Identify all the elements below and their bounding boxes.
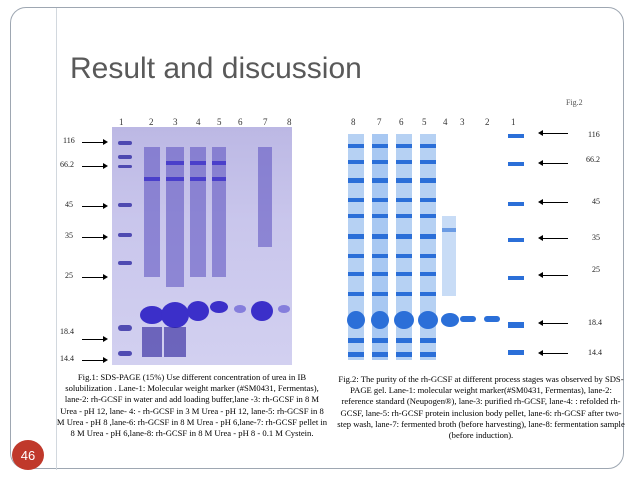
fig2-marker-label: 116 [588, 130, 600, 139]
fig1-marker-arrow [82, 163, 108, 169]
fig2-lane-number: 2 [485, 117, 490, 127]
fig1-marker-label: 45 [65, 200, 73, 209]
fig1-marker-label: 25 [65, 271, 73, 280]
fig1-marker-label: 18.4 [60, 327, 74, 336]
fig2-marker-arrow [538, 320, 568, 326]
fig1-lane-number: 5 [217, 117, 222, 127]
fig2-caption: Fig.2: The purity of the rh-GCSF at diff… [337, 374, 625, 441]
page-number-badge: 46 [12, 440, 44, 470]
fig1-marker-arrow [82, 203, 108, 209]
fig1-gel-image [112, 127, 292, 365]
fig1-marker-label: 116 [63, 136, 75, 145]
fig2-marker-arrow [538, 130, 568, 136]
fig1-lane-number: 7 [263, 117, 268, 127]
fig1-lane-number: 1 [119, 117, 124, 127]
fig1-marker-arrow [82, 139, 108, 145]
fig2-marker-label: 35 [592, 233, 600, 242]
slide-left-rule [56, 8, 57, 470]
fig1-lane-number: 6 [238, 117, 243, 127]
fig2-marker-label: 45 [592, 197, 600, 206]
fig2-lane-number: 1 [511, 117, 516, 127]
fig2-marker-label: 18.4 [588, 318, 602, 327]
fig1-marker-label: 66.2 [60, 160, 74, 169]
fig1-lane-number: 8 [287, 117, 292, 127]
fig2-lane-number: 4 [443, 117, 448, 127]
fig1-lane-number: 3 [173, 117, 178, 127]
fig2-lane-number: 6 [399, 117, 404, 127]
fig1-marker-arrow [82, 357, 108, 363]
fig1-marker-arrow [82, 234, 108, 240]
fig2-marker-label: 14.4 [588, 348, 602, 357]
fig2-cut-label: Fig.2 [566, 98, 583, 107]
fig2-marker-arrow [538, 199, 568, 205]
fig2-marker-label: 66.2 [586, 155, 600, 164]
fig2-marker-arrow [538, 272, 568, 278]
fig1-marker-label: 35 [65, 231, 73, 240]
fig2-lane-number: 7 [377, 117, 382, 127]
fig2-lane-number: 8 [351, 117, 356, 127]
fig1-marker-arrow [82, 336, 108, 342]
fig2-marker-arrow [538, 160, 568, 166]
fig1-marker-arrow [82, 274, 108, 280]
slide-frame [10, 7, 624, 469]
fig1-caption: Fig.1: SDS-PAGE (15%) Use different conc… [56, 372, 328, 439]
fig2-gel-image [342, 126, 532, 366]
fig2-marker-label: 25 [592, 265, 600, 274]
slide-title: Result and discussion [70, 52, 362, 85]
fig1-lane-number: 2 [149, 117, 154, 127]
fig2-lane-number: 3 [460, 117, 465, 127]
fig2-lane-number: 5 [422, 117, 427, 127]
fig1-lane-number: 4 [196, 117, 201, 127]
fig1-marker-label: 14.4 [60, 354, 74, 363]
fig2-marker-arrow [538, 235, 568, 241]
fig2-marker-arrow [538, 350, 568, 356]
